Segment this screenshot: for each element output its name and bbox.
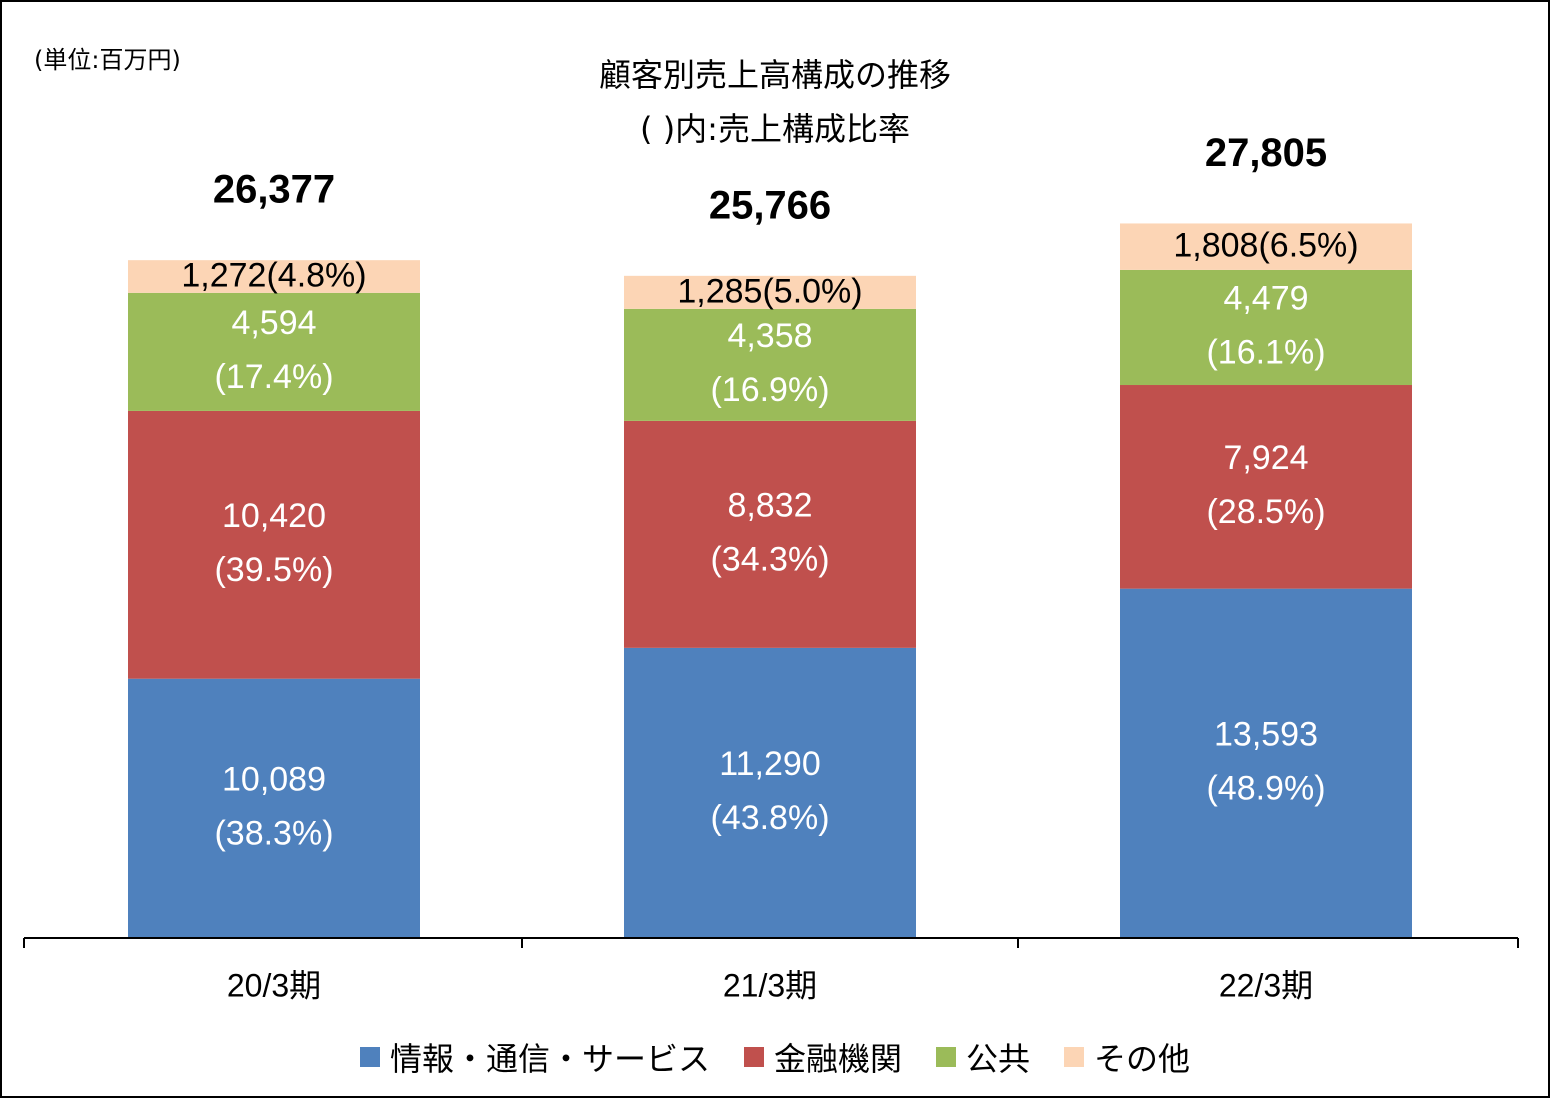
- bar-segment-3-1: [624, 275, 916, 309]
- data-label-share: (48.9%): [1206, 769, 1325, 807]
- data-label-value: 13,593: [1214, 715, 1318, 753]
- unit-label: (単位:百万円): [34, 46, 181, 74]
- legend-swatch: [359, 1047, 380, 1067]
- data-label-share: (34.3%): [710, 540, 829, 578]
- total-label: 27,805: [1205, 131, 1327, 175]
- chart-title: 顧客別売上高構成の推移: [598, 56, 951, 94]
- data-label: 1,272(4.8%): [181, 256, 366, 294]
- data-label-value: 10,420: [222, 497, 326, 535]
- data-label-share: (17.4%): [214, 358, 333, 396]
- total-label: 25,766: [709, 183, 831, 227]
- bar-segment-3-0: [128, 260, 420, 293]
- legend-label: 公共: [966, 1040, 1031, 1078]
- legend-item: その他: [1064, 1034, 1190, 1080]
- legend-label: 情報・通信・サービス: [389, 1040, 710, 1078]
- x-tick-label: 22/3期: [1219, 967, 1313, 1003]
- data-label: 1,808(6.5%): [1173, 227, 1358, 265]
- data-label-value: 4,479: [1223, 279, 1308, 317]
- data-label-share: (39.5%): [214, 551, 333, 589]
- data-label-value: 10,089: [222, 760, 326, 798]
- legend-swatch: [936, 1047, 956, 1067]
- bar-segment-2-2: [1120, 269, 1412, 386]
- total-label: 26,377: [213, 168, 335, 212]
- legend-swatch: [1064, 1047, 1085, 1067]
- data-label-share: (28.5%): [1206, 493, 1325, 531]
- bar-segment-1-1: [624, 420, 916, 648]
- chart-subtitle: ( )内:売上構成比率: [640, 110, 910, 148]
- x-tick-label: 20/3期: [227, 967, 321, 1003]
- x-tick-label: 21/3期: [723, 967, 817, 1003]
- data-label-value: 11,290: [719, 745, 820, 783]
- legend-label: その他: [1094, 1040, 1191, 1078]
- legend: 情報・通信・サービス 金融機関 公共 その他: [0, 1034, 1550, 1080]
- data-label-value: 7,924: [1223, 439, 1308, 477]
- data-label-value: 4,594: [231, 304, 316, 342]
- bar-segment-0-2: [1120, 588, 1412, 938]
- legend-item: 公共: [936, 1034, 1030, 1080]
- bar-segment-0-1: [624, 647, 916, 938]
- bar-segment-2-1: [624, 308, 916, 421]
- data-label-value: 8,832: [727, 486, 812, 524]
- bar-segment-0-0: [128, 678, 420, 938]
- bar-segment-1-2: [1120, 385, 1412, 589]
- legend-label: 金融機関: [773, 1040, 902, 1078]
- legend-item: 金融機関: [743, 1034, 902, 1080]
- data-label-share: (38.3%): [214, 814, 333, 852]
- bar-segment-2-0: [128, 292, 420, 411]
- data-label: 1,285(5.0%): [677, 272, 862, 310]
- bar-segment-1-0: [128, 410, 420, 679]
- legend-swatch: [743, 1047, 764, 1067]
- data-label-value: 4,358: [727, 317, 812, 355]
- bar-segment-3-2: [1120, 223, 1412, 270]
- data-label-share: (16.1%): [1206, 333, 1325, 371]
- data-label-share: (16.9%): [710, 371, 829, 409]
- data-label-share: (43.8%): [710, 799, 829, 837]
- legend-item: 情報・通信・サービス: [359, 1034, 710, 1080]
